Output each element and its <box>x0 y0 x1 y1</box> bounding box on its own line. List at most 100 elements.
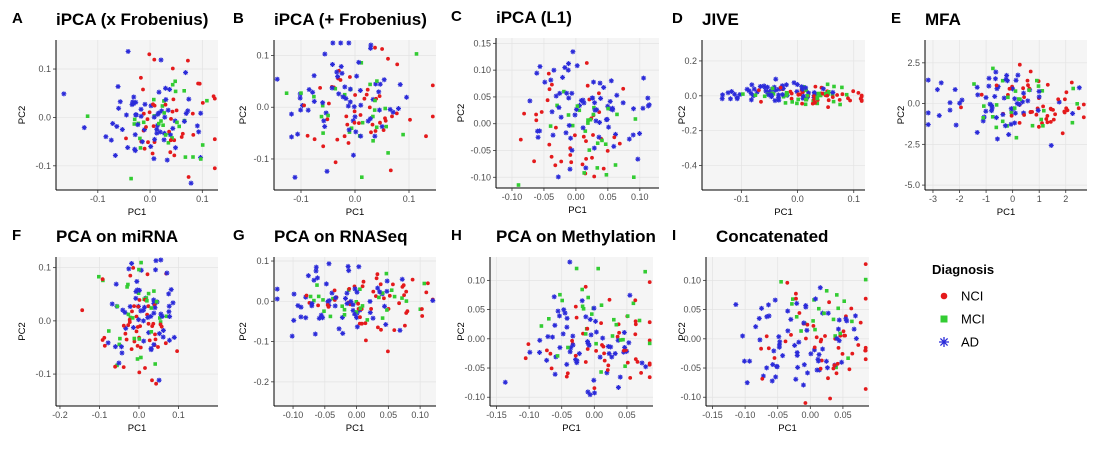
data-point-nci <box>832 363 837 368</box>
data-point-ad <box>788 316 794 322</box>
data-point-ad <box>148 103 154 109</box>
data-point-nci <box>1048 120 1053 124</box>
data-point-mci <box>580 287 584 292</box>
data-point-ad <box>148 345 154 351</box>
data-point-ad <box>430 298 436 304</box>
data-point-mci <box>316 294 321 299</box>
data-point-ad <box>105 340 111 346</box>
y-axis-label: PC2 <box>238 322 249 340</box>
data-point-mci <box>360 120 365 125</box>
data-point-nci <box>153 337 158 342</box>
data-point-ad <box>123 325 129 331</box>
data-point-nci <box>364 338 368 343</box>
data-point-nci <box>1069 80 1074 85</box>
data-point-ad <box>534 70 540 76</box>
data-point-ad <box>130 325 136 331</box>
data-point-nci <box>573 353 578 358</box>
data-point-ad <box>799 84 805 90</box>
data-point-nci <box>386 56 390 61</box>
data-point-nci <box>1028 110 1033 114</box>
data-point-ad <box>766 313 772 319</box>
data-point-ad <box>160 327 166 333</box>
x-axis-label: PC1 <box>774 207 792 218</box>
data-point-nci <box>1037 124 1041 129</box>
data-point-nci <box>841 329 846 334</box>
data-point-nci <box>129 347 134 351</box>
data-point-ad <box>556 313 562 319</box>
x-tick-label: -0.1 <box>90 194 106 204</box>
data-point-ad <box>305 273 311 279</box>
data-point-ad <box>574 63 580 69</box>
data-point-ad <box>562 310 568 316</box>
data-point-ad <box>733 302 739 308</box>
data-point-ad <box>186 96 192 102</box>
data-point-ad <box>274 296 280 302</box>
data-point-nci <box>759 346 763 351</box>
data-point-nci <box>607 297 612 302</box>
data-point-nci <box>863 387 868 391</box>
panel-letter: B <box>233 10 244 27</box>
x-tick-label: -0.1 <box>92 410 108 420</box>
data-point-ad <box>570 333 576 339</box>
data-point-mci <box>817 306 821 311</box>
data-point-ad <box>569 147 575 153</box>
data-point-ad <box>643 364 649 370</box>
legend-label: NCI <box>961 289 983 304</box>
data-point-mci <box>555 103 559 108</box>
data-point-ad <box>115 84 121 90</box>
data-point-ad <box>640 105 646 111</box>
data-point-ad <box>766 89 772 95</box>
data-point-nci <box>147 110 152 115</box>
data-point-nci <box>180 131 185 136</box>
data-point-ad <box>171 334 177 340</box>
data-point-nci <box>370 122 375 127</box>
data-point-nci <box>430 114 435 119</box>
data-point-mci <box>600 138 604 143</box>
data-point-mci <box>130 316 135 320</box>
data-point-ad <box>992 93 998 99</box>
data-point-mci <box>582 171 586 175</box>
data-point-ad <box>597 119 603 125</box>
data-point-nci <box>1007 86 1012 91</box>
data-point-mci <box>850 319 854 324</box>
data-point-nci <box>837 98 842 102</box>
data-point-nci <box>381 128 386 133</box>
data-point-mci <box>158 320 163 324</box>
x-tick-label: 0.00 <box>586 410 604 420</box>
data-point-ad <box>812 91 818 97</box>
panel-d: D JIVE -0.1 0.0 0.1 -0.4 -0.2 0.0 0.2 PC1 PC2 <box>672 10 865 218</box>
data-point-ad <box>358 102 364 108</box>
data-point-mci <box>770 91 775 95</box>
data-point-nci <box>100 338 105 342</box>
y-tick-label: 0.10 <box>467 275 485 285</box>
data-point-nci <box>430 83 435 88</box>
data-point-nci <box>400 285 405 289</box>
data-point-ad <box>126 266 132 272</box>
x-axis-label: PC1 <box>997 207 1015 218</box>
y-tick-label: 0.0 <box>38 112 51 122</box>
data-point-mci <box>817 91 821 96</box>
data-point-nci <box>374 294 378 298</box>
data-point-mci <box>596 266 600 271</box>
data-point-ad <box>766 92 772 98</box>
data-point-mci <box>633 117 638 121</box>
data-point-nci <box>583 284 588 289</box>
data-point-ad <box>335 74 341 80</box>
data-point-mci <box>138 146 143 150</box>
data-point-ad <box>377 289 383 295</box>
data-point-nci <box>601 166 606 171</box>
data-point-nci <box>387 293 392 298</box>
data-point-ad <box>811 347 817 353</box>
data-point-mci <box>170 136 174 140</box>
data-point-nci <box>358 113 363 117</box>
data-point-ad <box>753 324 759 330</box>
data-point-ad <box>138 308 144 314</box>
data-point-ad <box>759 305 765 311</box>
data-point-nci <box>211 94 216 99</box>
data-point-ad <box>579 298 585 304</box>
data-point-ad <box>560 331 566 337</box>
data-point-mci <box>373 98 377 103</box>
data-point-ad <box>803 304 809 310</box>
data-point-nci <box>135 325 140 329</box>
data-point-nci <box>554 125 558 130</box>
